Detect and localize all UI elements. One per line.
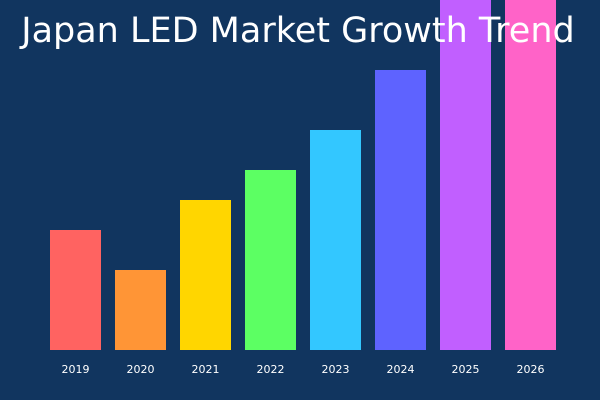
bar xyxy=(440,0,491,350)
bar xyxy=(115,270,166,350)
bar xyxy=(50,230,101,350)
x-tick-label: 2019 xyxy=(62,363,90,376)
x-tick-label: 2021 xyxy=(192,363,220,376)
bar xyxy=(375,70,426,350)
bars: 2019 2020 2021 2022 2023 2024 2025 2026 xyxy=(50,0,556,376)
x-tick-label: 2023 xyxy=(322,363,350,376)
bar xyxy=(505,0,556,350)
x-tick-label: 2022 xyxy=(257,363,285,376)
bar xyxy=(245,170,296,350)
chart-title: Japan LED Market Growth Trend xyxy=(19,11,574,51)
bar xyxy=(180,200,231,350)
x-tick-label: 2026 xyxy=(517,363,545,376)
bar xyxy=(310,130,361,350)
x-tick-label: 2024 xyxy=(387,363,415,376)
x-tick-label: 2020 xyxy=(127,363,155,376)
x-tick-label: 2025 xyxy=(452,363,480,376)
